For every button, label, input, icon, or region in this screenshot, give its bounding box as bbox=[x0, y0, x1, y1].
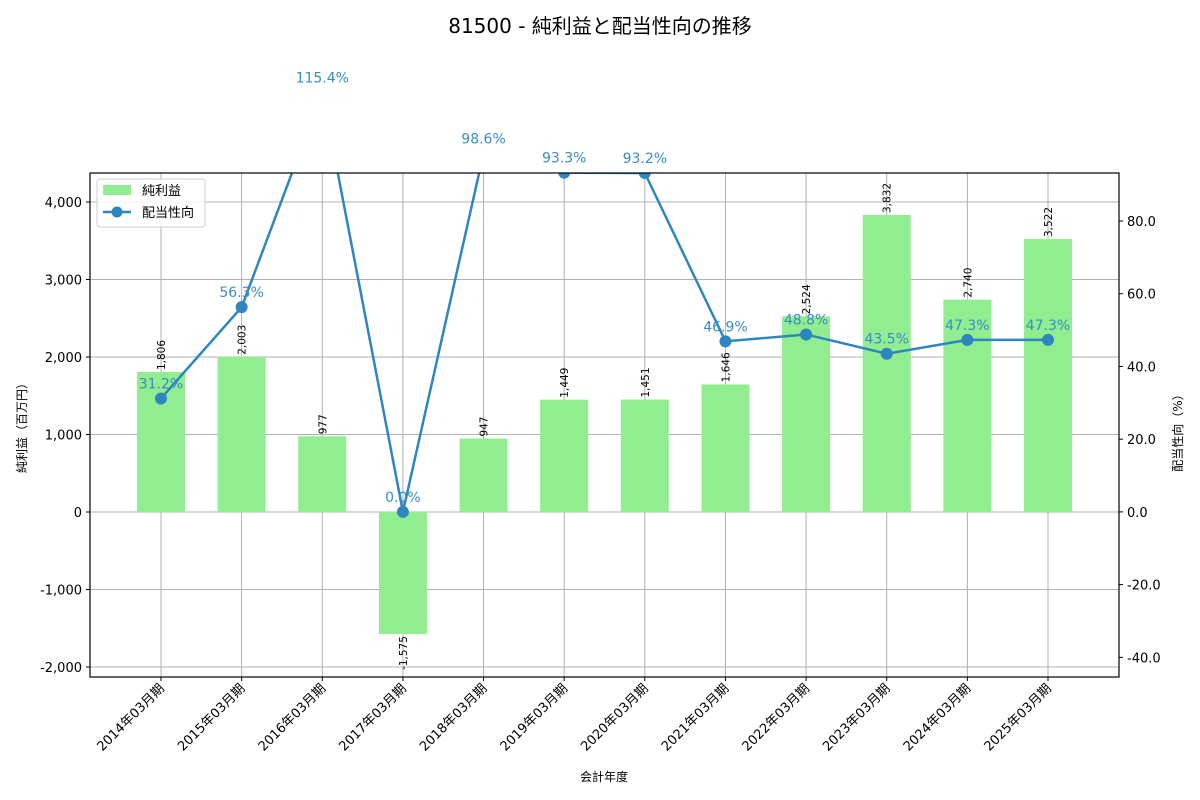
bar-value-label: -1,575 bbox=[398, 636, 410, 670]
bar-value-label: 1,646 bbox=[720, 352, 732, 382]
line-marker bbox=[880, 347, 893, 360]
bar bbox=[1024, 239, 1072, 512]
right-tick-label: 0.0 bbox=[1127, 506, 1148, 521]
payout-ratio-line bbox=[155, 86, 1054, 518]
right-tick-label: -20.0 bbox=[1127, 579, 1161, 594]
right-tick-label: 80.0 bbox=[1127, 215, 1156, 230]
bar-value-label: 2,524 bbox=[801, 284, 813, 314]
bar-value-label: 3,522 bbox=[1043, 207, 1055, 237]
bar bbox=[298, 436, 347, 512]
x-tick-label: 2014年03月期 bbox=[95, 681, 168, 754]
payout-ratio-polyline bbox=[160, 173, 1048, 513]
left-tick-label: -1,000 bbox=[40, 583, 82, 598]
bar-value-label: 2,003 bbox=[237, 325, 249, 355]
x-tick-label: 2018年03月期 bbox=[417, 681, 490, 754]
payout-ratio-value-label: 93.3% bbox=[542, 151, 586, 167]
payout-ratio-value-label: 43.5% bbox=[864, 332, 908, 348]
payout-ratio-value-label: 0.0% bbox=[385, 490, 421, 506]
right-tick-label: 40.0 bbox=[1127, 360, 1156, 375]
line-marker bbox=[396, 505, 409, 518]
payout-ratio-value-label: 47.3% bbox=[945, 318, 989, 334]
left-tick-label: 3,000 bbox=[45, 273, 82, 288]
line-marker bbox=[800, 328, 813, 341]
x-tick-label: 2024年03月期 bbox=[901, 681, 974, 754]
x-tick-label: 2025年03月期 bbox=[982, 681, 1055, 754]
bar bbox=[459, 438, 508, 512]
payout-ratio-value-label: 46.9% bbox=[703, 319, 747, 335]
plot-frame bbox=[89, 172, 1120, 678]
line-marker bbox=[558, 173, 571, 179]
left-y-axis: -2,000 -1,000 0 1,000 2,000 3,000 4,000 bbox=[40, 196, 90, 676]
payout-ratio-value-label: 56.3% bbox=[219, 285, 263, 301]
payout-ratio-value-label: 47.3% bbox=[1026, 318, 1070, 334]
payout-ratio-value-label: 98.6% bbox=[461, 131, 505, 147]
line-marker bbox=[638, 173, 651, 179]
line-marker bbox=[155, 392, 167, 405]
right-y-axis-label: 配当性向（%） bbox=[1170, 388, 1185, 471]
x-tick-label: 2015年03月期 bbox=[175, 681, 248, 754]
bar-value-label: 1,449 bbox=[559, 368, 571, 398]
line-marker bbox=[1042, 333, 1054, 346]
bar-value-label: 2,740 bbox=[962, 268, 974, 298]
line-marker bbox=[961, 333, 974, 346]
x-tick-label: 2017年03月期 bbox=[336, 681, 409, 754]
left-tick-label: 1,000 bbox=[45, 428, 82, 443]
payout-ratio-value-label: 31.2% bbox=[139, 376, 183, 392]
bar bbox=[701, 384, 750, 512]
bar-value-label: 1,451 bbox=[640, 367, 652, 397]
bar-value-label: 977 bbox=[317, 414, 329, 434]
legend-marker-icon bbox=[111, 206, 123, 218]
line-marker bbox=[719, 335, 732, 348]
line-group bbox=[155, 86, 1054, 518]
payout-ratio-value-label: 115.4% bbox=[296, 70, 349, 86]
bar bbox=[540, 399, 589, 512]
line-marker bbox=[478, 147, 490, 159]
x-tick-label: 2019年03月期 bbox=[498, 681, 571, 754]
payout-ratio-value-label: 48.8% bbox=[784, 312, 828, 328]
payout-ratio-labels: 31.2% 56.3% 115.4% 0.0% 98.6% 93.3% 93.2% 46.9%… bbox=[139, 70, 1070, 506]
x-tick-label: 2020年03月期 bbox=[578, 681, 651, 754]
line-marker bbox=[316, 86, 328, 98]
bar bbox=[378, 511, 427, 635]
x-axis-label: 会計年度 bbox=[580, 769, 628, 784]
bar bbox=[862, 215, 911, 512]
right-tick-label: 60.0 bbox=[1127, 288, 1156, 303]
net-income-bars bbox=[137, 215, 1072, 635]
bar bbox=[217, 356, 266, 512]
left-tick-label: 2,000 bbox=[45, 351, 82, 366]
bar-value-label: 3,832 bbox=[882, 183, 894, 213]
payout-ratio-value-label: 93.2% bbox=[623, 151, 667, 167]
right-tick-label: 20.0 bbox=[1127, 433, 1156, 448]
net-income-bar-labels: 1,806 2,003 977 -1,575 947 1,449 1,451 1,646 2,5… bbox=[156, 183, 1055, 670]
left-tick-label: -2,000 bbox=[40, 661, 82, 676]
right-y-axis: -40.0 -20.0 0.0 20.0 40.0 60.0 80.0 bbox=[1119, 215, 1161, 666]
x-tick-label: 2022年03月期 bbox=[740, 681, 813, 754]
legend-label-net-income: 純利益 bbox=[142, 184, 181, 199]
right-tick-label: -40.0 bbox=[1127, 651, 1161, 666]
legend-label-payout-ratio: 配当性向 bbox=[142, 205, 194, 221]
line-marker bbox=[235, 301, 248, 314]
bar-value-label: 947 bbox=[479, 417, 491, 437]
bar-value-label: 1,806 bbox=[156, 340, 168, 370]
chart-title: 81500 - 純利益と配当性向の推移 bbox=[448, 14, 752, 38]
x-tick-label: 2016年03月期 bbox=[256, 681, 329, 754]
bar bbox=[782, 316, 831, 512]
legend-bar-swatch-icon bbox=[103, 185, 131, 195]
x-axis: 2014年03月期 2015年03月期 2016年03月期 2017年03月期 2018… bbox=[95, 677, 1055, 755]
x-tick-label: 2021年03月期 bbox=[659, 681, 732, 754]
left-y-axis-label: 純利益（百万円） bbox=[15, 377, 29, 473]
left-tick-label: 4,000 bbox=[45, 196, 82, 211]
bar bbox=[620, 399, 669, 512]
left-tick-label: 0 bbox=[74, 506, 82, 521]
legend: 純利益 配当性向 bbox=[96, 178, 206, 228]
x-tick-label: 2023年03月期 bbox=[820, 681, 893, 754]
